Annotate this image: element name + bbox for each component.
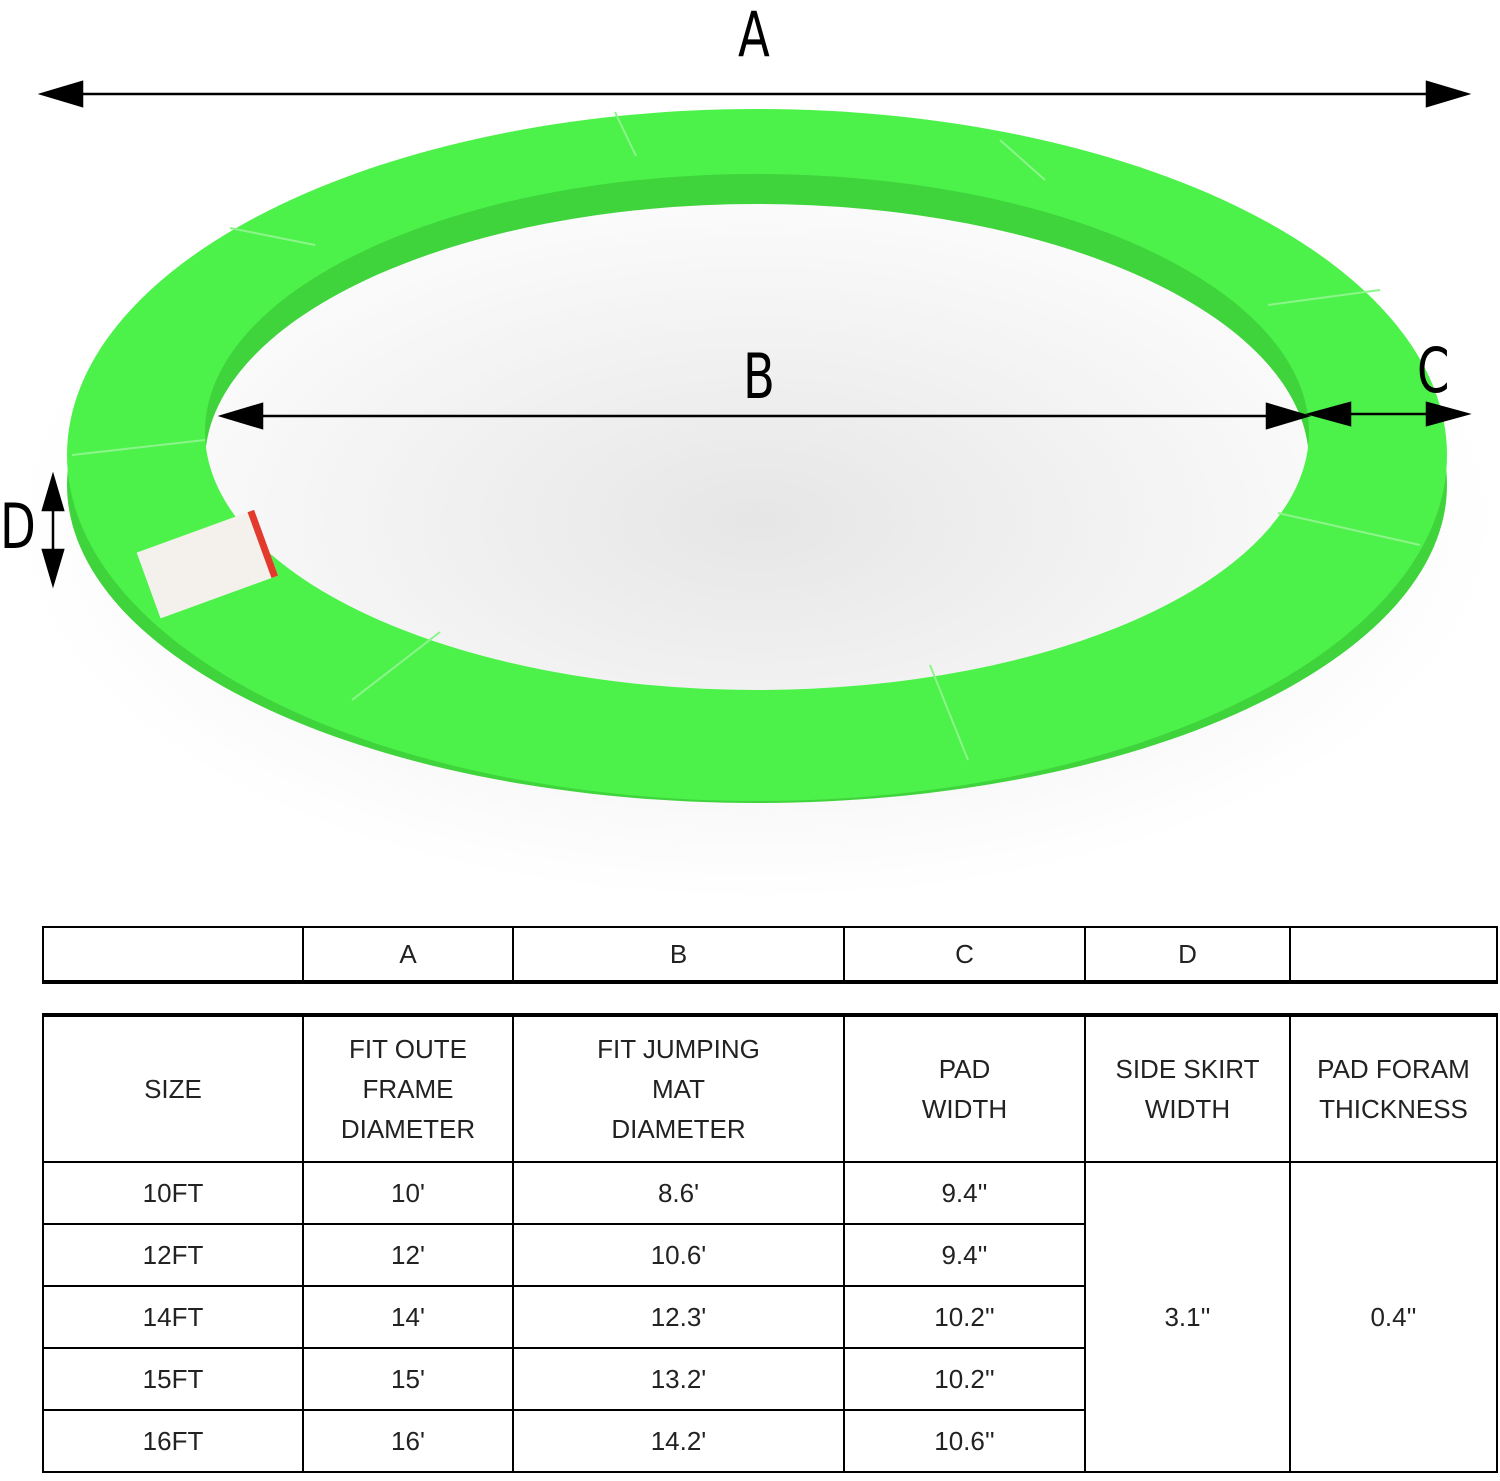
- label-a: A: [738, 0, 770, 71]
- frame-diameter-cell: 16': [302, 1409, 514, 1473]
- key-cell: D: [1084, 926, 1291, 984]
- pad-width-cell: 9.4'': [843, 1161, 1086, 1225]
- size-table: SIZE FIT OUTE FRAME DIAMETER FIT JUMPING…: [42, 1013, 1498, 1473]
- header-cell: SIDE SKIRT WIDTH: [1084, 1014, 1291, 1163]
- table-row: 16FT 16' 14.2' 10.6'': [42, 1409, 1497, 1473]
- pad-foam-thickness-cell: 0.4'': [1289, 1161, 1498, 1473]
- header-cell: FIT OUTE FRAME DIAMETER: [302, 1014, 514, 1163]
- table-row: 15FT 15' 13.2' 10.2'': [42, 1347, 1497, 1411]
- label-b: B: [743, 340, 775, 413]
- pad-width-cell: 10.6'': [843, 1409, 1086, 1473]
- header-cell: PAD WIDTH: [843, 1014, 1086, 1163]
- table-row: 12FT 12' 10.6' 9.4'': [42, 1223, 1497, 1287]
- pad-width-cell: 10.2'': [843, 1285, 1086, 1349]
- key-cell: [1289, 926, 1498, 984]
- mat-diameter-cell: 12.3': [512, 1285, 845, 1349]
- key-cell: A: [302, 926, 514, 984]
- key-cell: B: [512, 926, 845, 984]
- size-cell: 12FT: [42, 1223, 304, 1287]
- warning-label: [136, 509, 279, 619]
- mat-diameter-cell: 10.6': [512, 1223, 845, 1287]
- dimension-b-arrow: [217, 402, 1312, 430]
- frame-diameter-cell: 15': [302, 1347, 514, 1411]
- header-row: SIZE FIT OUTE FRAME DIAMETER FIT JUMPING…: [42, 1014, 1498, 1163]
- size-cell: 15FT: [42, 1347, 304, 1411]
- frame-diameter-cell: 12': [302, 1223, 514, 1287]
- dimension-key-table: A B C D: [42, 926, 1498, 984]
- table-row: 14FT 14' 12.3' 10.2'': [42, 1285, 1497, 1349]
- pad-width-cell: 10.2'': [843, 1347, 1086, 1411]
- pad-width-cell: 9.4'': [843, 1223, 1086, 1287]
- mat-diameter-cell: 14.2': [512, 1409, 845, 1473]
- frame-diameter-cell: 10': [302, 1161, 514, 1225]
- mat-diameter-cell: 8.6': [512, 1161, 845, 1225]
- size-cell: 16FT: [42, 1409, 304, 1473]
- key-cell: [42, 926, 304, 984]
- dimension-d-arrow: [41, 471, 65, 589]
- mat-diameter-cell: 13.2': [512, 1347, 845, 1411]
- size-cell: 10FT: [42, 1161, 304, 1225]
- label-d: D: [0, 490, 36, 563]
- header-cell: FIT JUMPING MAT DIAMETER: [512, 1014, 845, 1163]
- dimension-c-arrow: [1305, 401, 1472, 427]
- pad-seams: [71, 111, 1421, 761]
- table-row: 10FT 10' 8.6' 9.4'' 3.1'' 0.4'': [42, 1161, 1498, 1473]
- key-cell: C: [843, 926, 1086, 984]
- size-cell: 14FT: [42, 1285, 304, 1349]
- label-c: C: [1417, 334, 1450, 407]
- trampoline-pad-diagram: [17, 80, 1497, 900]
- frame-diameter-cell: 14': [302, 1285, 514, 1349]
- header-cell: SIZE: [42, 1014, 304, 1163]
- header-cell: PAD FORAM THICKNESS: [1289, 1014, 1498, 1163]
- side-skirt-width-cell: 3.1'': [1084, 1161, 1291, 1473]
- dimension-a-arrow: [37, 80, 1472, 108]
